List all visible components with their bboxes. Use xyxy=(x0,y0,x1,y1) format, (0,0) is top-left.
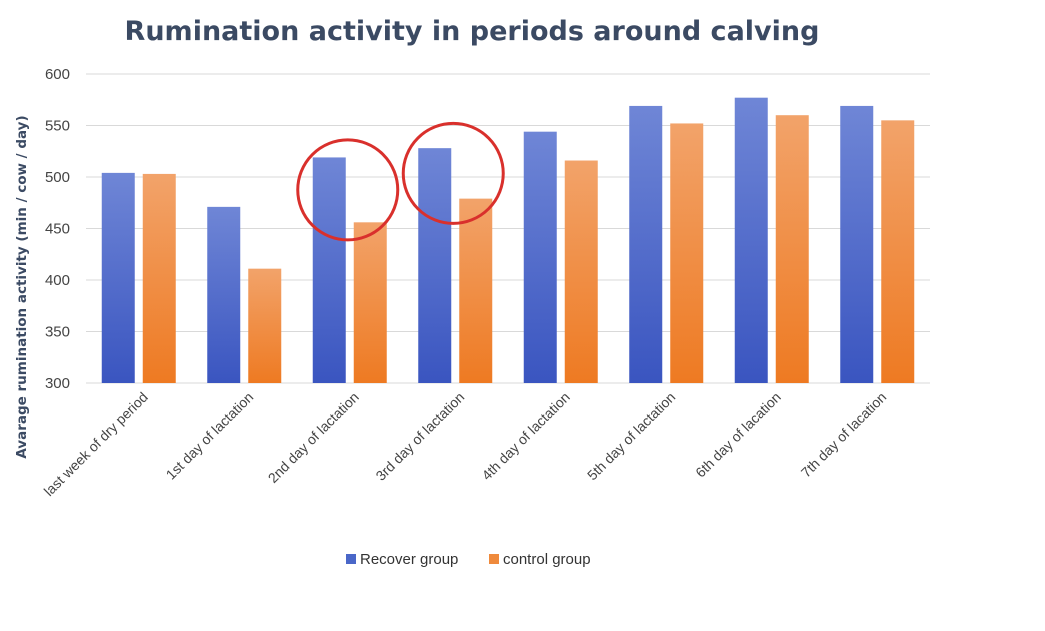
chart-title: Rumination activity in periods around ca… xyxy=(125,16,820,47)
y-tick-label: 550 xyxy=(45,118,70,135)
legend-label: Recover group xyxy=(360,551,458,568)
bar-control xyxy=(142,173,176,383)
y-tick-label: 500 xyxy=(45,169,70,186)
annotations xyxy=(296,121,505,242)
bar-recover xyxy=(734,97,768,383)
bar-control xyxy=(881,120,915,383)
bar-recover xyxy=(523,131,557,383)
highlight-circle xyxy=(401,121,505,225)
bar-control xyxy=(459,198,493,383)
bar-control xyxy=(564,160,598,383)
bar-recover xyxy=(312,157,346,383)
legend-label: control group xyxy=(503,551,591,568)
legend: Recover group control group xyxy=(346,551,591,568)
x-tick-label: 3rd day of lactation xyxy=(372,389,467,484)
y-tick-label: 350 xyxy=(45,324,70,341)
y-axis-ticks: 300 350 400 450 500 550 600 xyxy=(45,66,70,392)
bar-control xyxy=(248,268,282,383)
legend-swatch xyxy=(489,554,499,564)
bar-control xyxy=(670,123,704,383)
bar-recover xyxy=(418,148,452,383)
bars xyxy=(101,97,915,384)
y-tick-label: 300 xyxy=(45,375,70,392)
bar-control xyxy=(353,222,387,383)
y-axis-label: Avarage rumination activity (min / cow /… xyxy=(14,115,30,458)
y-tick-label: 400 xyxy=(45,272,70,289)
x-tick-label: last week of dry period xyxy=(41,389,151,499)
y-tick-label: 450 xyxy=(45,221,70,238)
bar-recover xyxy=(629,105,663,384)
x-tick-label: 7th day of lacation xyxy=(798,389,890,481)
y-tick-label: 600 xyxy=(45,66,70,83)
bar-recover xyxy=(101,172,135,383)
x-tick-label: 1st day of lactation xyxy=(163,389,257,483)
x-tick-label: 4th day of lactation xyxy=(478,389,572,483)
bar-recover xyxy=(840,105,874,384)
x-axis-ticks: last week of dry period 1st day of lactat… xyxy=(41,389,890,499)
bar-recover xyxy=(207,206,241,383)
bar-control xyxy=(775,115,809,383)
highlight-circle xyxy=(296,138,400,242)
x-tick-label: 2nd day of lactation xyxy=(265,389,362,486)
x-tick-label: 5th day of lactation xyxy=(584,389,678,483)
legend-swatch xyxy=(346,554,356,564)
x-tick-label: 6th day of lacation xyxy=(692,389,784,481)
